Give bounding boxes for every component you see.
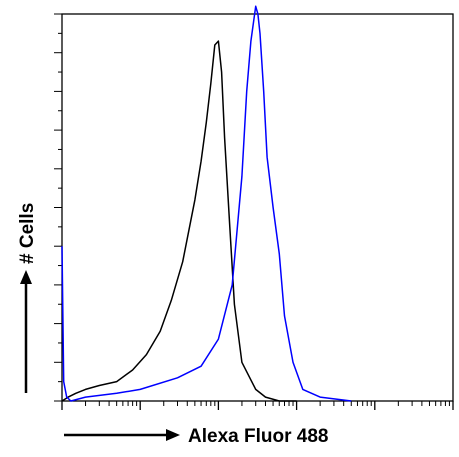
plot-border (62, 14, 453, 401)
x-axis-label-group: Alexa Fluor 488 (64, 426, 328, 447)
x-axis-arrow-head-icon (166, 429, 180, 441)
series-layer (62, 6, 351, 401)
y-axis-label: # Cells (17, 203, 38, 264)
series-line-1 (62, 41, 297, 401)
x-axis-label: Alexa Fluor 488 (188, 426, 328, 447)
x-axis-ticks (62, 401, 453, 410)
plot-frame (62, 14, 453, 401)
y-axis-arrow-head-icon (20, 270, 32, 284)
series-line-2 (62, 6, 351, 401)
y-axis-label-group: # Cells (17, 203, 38, 393)
y-axis-ticks (54, 14, 62, 401)
